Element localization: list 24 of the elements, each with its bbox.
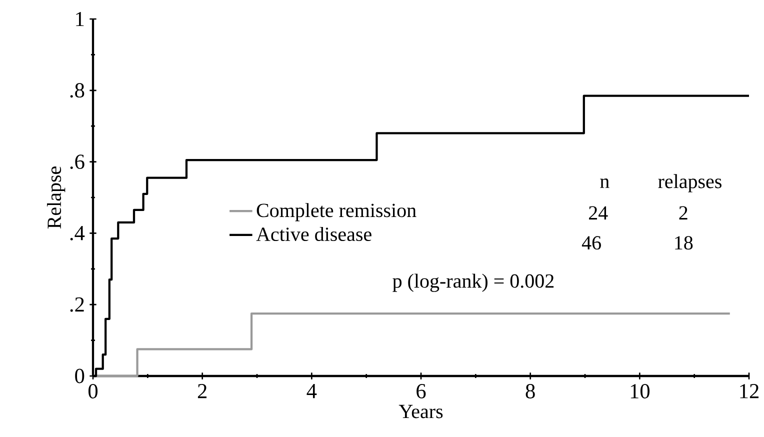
legend-label: Active disease bbox=[256, 226, 372, 242]
annotation: n bbox=[600, 178, 610, 188]
annotation: 46 bbox=[582, 236, 601, 250]
y-tick-label: .8 bbox=[70, 83, 84, 98]
x-axis-title: Years bbox=[398, 404, 443, 418]
legend-label: Complete remission bbox=[256, 203, 416, 222]
annotation: relapses bbox=[658, 174, 722, 192]
x-tick-label: 6 bbox=[416, 384, 426, 398]
y-axis-title: Relapse bbox=[47, 166, 66, 229]
x-tick-label: 2 bbox=[198, 384, 206, 398]
x-tick-label: 8 bbox=[526, 384, 535, 398]
x-tick-label: 0 bbox=[88, 384, 98, 398]
annotation: 2 bbox=[679, 206, 688, 220]
y-tick-label: .2 bbox=[70, 297, 84, 312]
y-tick-label: 0 bbox=[75, 368, 84, 384]
y-tick-label: .6 bbox=[70, 154, 84, 170]
x-tick-label: 4 bbox=[306, 384, 317, 398]
x-tick-label: 12 bbox=[740, 384, 758, 398]
annotation: p (log-rank) = 0.002 bbox=[392, 274, 554, 292]
y-tick-label: 1 bbox=[76, 12, 84, 26]
annotation: 18 bbox=[675, 236, 693, 250]
y-tick-label: .4 bbox=[70, 226, 85, 240]
x-tick-label: 10 bbox=[630, 384, 650, 398]
annotation: 24 bbox=[589, 206, 608, 220]
